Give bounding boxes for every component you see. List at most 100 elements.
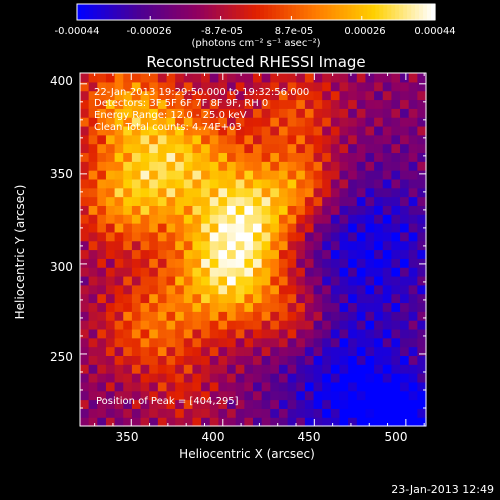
heatmap-pixel (183, 284, 194, 295)
heatmap-pixel (304, 302, 315, 312)
heatmap-pixel (261, 187, 271, 198)
heatmap-pixel (157, 267, 168, 277)
heatmap-pixel (244, 381, 254, 392)
heatmap-pixel (287, 143, 297, 154)
heatmap-pixel (253, 284, 263, 295)
heatmap-pixel (287, 90, 297, 101)
heatmap-pixel (175, 81, 185, 92)
heatmap-pixel (131, 390, 142, 401)
heatmap-pixel (123, 311, 133, 321)
heatmap-pixel (105, 249, 116, 259)
heatmap-pixel (382, 390, 392, 401)
heatmap-pixel (244, 399, 254, 409)
heatmap-pixel (218, 117, 228, 127)
heatmap-pixel (114, 320, 124, 330)
heatmap-pixel (330, 178, 341, 189)
heatmap-pixel (374, 240, 384, 251)
colorbar-segment (403, 4, 408, 20)
heatmap-pixel (183, 240, 194, 251)
heatmap-pixel (278, 390, 289, 401)
heatmap-pixel (114, 417, 124, 427)
heatmap-pixel (218, 108, 228, 118)
heatmap-pixel (348, 337, 358, 348)
heatmap-pixel (382, 373, 392, 383)
heatmap-pixel (365, 178, 375, 189)
heatmap-pixel (339, 170, 349, 180)
heatmap-pixel (149, 152, 159, 162)
heatmap-pixel (149, 134, 159, 145)
heatmap-pixel (80, 381, 90, 392)
heatmap-pixel (330, 249, 341, 259)
heatmap-pixel (140, 302, 150, 312)
heatmap-pixel (149, 328, 159, 339)
heatmap-pixel (313, 108, 323, 118)
colorbar-segment (367, 4, 372, 20)
heatmap-pixel (201, 205, 211, 215)
heatmap-pixel (391, 258, 401, 268)
heatmap-pixel (227, 214, 237, 224)
heatmap-pixel (175, 108, 185, 118)
timestamp: 23-Jan-2013 12:49 (391, 483, 494, 496)
heatmap-pixel (131, 417, 142, 427)
heatmap-pixel (183, 390, 194, 401)
heatmap-pixel (166, 284, 176, 295)
heatmap-pixel (330, 143, 341, 154)
heatmap-pixel (330, 346, 341, 356)
heatmap-pixel (175, 284, 185, 295)
heatmap-pixel (417, 320, 427, 330)
heatmap-pixel (244, 355, 254, 365)
heatmap-pixel (140, 284, 150, 295)
heatmap-pixel (348, 99, 358, 109)
heatmap-pixel (374, 196, 384, 206)
heatmap-pixel (296, 275, 306, 286)
heatmap-pixel (339, 108, 349, 118)
heatmap-pixel (114, 337, 124, 348)
heatmap-pixel (244, 134, 254, 145)
heatmap-pixel (356, 196, 367, 206)
heatmap-pixel (253, 117, 263, 127)
heatmap-pixel (80, 399, 90, 409)
heatmap-pixel (322, 205, 332, 215)
heatmap-pixel (201, 399, 211, 409)
heatmap-pixel (330, 311, 341, 321)
heatmap-pixel (209, 373, 219, 383)
heatmap-pixel (131, 240, 142, 251)
heatmap-pixel (183, 337, 194, 348)
heatmap-pixel (157, 346, 168, 356)
heatmap-pixel (166, 390, 176, 401)
heatmap-pixel (244, 328, 254, 339)
heatmap-pixel (218, 99, 228, 109)
heatmap-pixel (322, 275, 332, 286)
heatmap-pixel (175, 364, 185, 374)
heatmap-pixel (192, 293, 202, 304)
heatmap-pixel (296, 417, 306, 427)
heatmap-pixel (348, 249, 358, 259)
heatmap-pixel (374, 108, 384, 118)
heatmap-pixel (356, 399, 367, 409)
heatmap-pixel (330, 223, 341, 233)
heatmap-pixel (97, 249, 107, 259)
heatmap-pixel (296, 81, 306, 92)
heatmap-pixel (313, 143, 323, 154)
heatmap-pixel (183, 267, 194, 277)
colorbar-segment (275, 4, 281, 20)
heatmap-pixel (97, 346, 107, 356)
heatmap-pixel (244, 275, 254, 286)
heatmap-pixel (408, 223, 418, 233)
heatmap-pixel (253, 205, 263, 215)
y-tick-label: 350 (50, 167, 73, 181)
heatmap-pixel (235, 134, 245, 145)
heatmap-pixel (192, 196, 202, 206)
heatmap-pixel (313, 275, 323, 286)
colorbar-segment (315, 4, 321, 20)
heatmap-pixel (97, 178, 107, 189)
heatmap-pixel (131, 249, 142, 259)
heatmap-pixel (201, 196, 211, 206)
heatmap-pixel (175, 311, 185, 321)
heatmap-pixel (270, 152, 280, 162)
heatmap-pixel (175, 293, 185, 304)
heatmap-pixel (201, 161, 211, 171)
heatmap-pixel (192, 240, 202, 251)
heatmap-pixel (382, 337, 392, 348)
heatmap-pixel (175, 143, 185, 154)
